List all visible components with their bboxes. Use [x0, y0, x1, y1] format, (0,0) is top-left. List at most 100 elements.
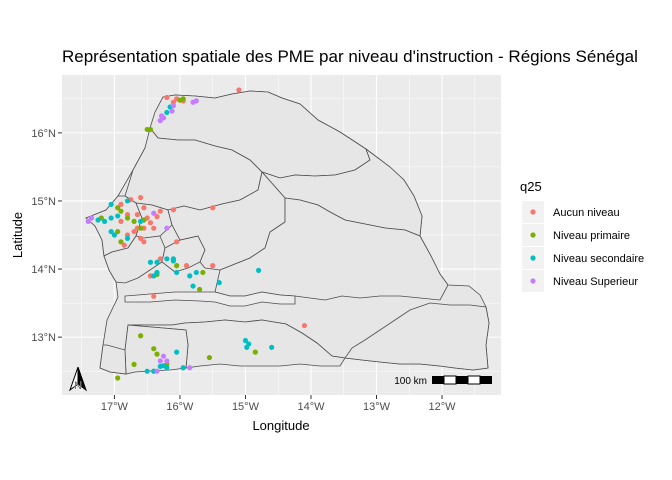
data-point: [147, 220, 154, 226]
north-arrow-icon: [68, 366, 88, 392]
data-point: [269, 344, 275, 350]
data-point: [164, 358, 170, 364]
legend-key-marker: [530, 255, 536, 261]
data-point: [118, 218, 124, 224]
legend-item-label: Niveau secondaire: [553, 253, 644, 265]
data-point: [147, 126, 154, 133]
data-point: [154, 259, 160, 265]
legend-item-label: Aucun niveau: [553, 207, 620, 219]
data-point: [164, 256, 170, 262]
data-point: [95, 217, 101, 223]
data-point: [131, 228, 137, 235]
data-point: [206, 354, 213, 361]
x-axis-ticks: 17°W 16°W 15°W 14°W 13°W 12°W: [101, 395, 456, 413]
legend-key-marker: [530, 232, 536, 238]
data-point: [177, 97, 183, 103]
data-point: [138, 225, 144, 231]
data-point: [170, 207, 176, 213]
data-point: [210, 263, 216, 269]
data-point: [244, 344, 250, 350]
data-point: [124, 215, 131, 221]
data-point: [170, 258, 176, 264]
data-point: [118, 239, 124, 245]
data-point: [111, 232, 118, 238]
data-point: [151, 225, 157, 231]
data-point: [154, 351, 160, 357]
plot-title: Représentation spatiale des PME par nive…: [62, 47, 638, 66]
x-tick-label: 15°W: [232, 401, 260, 413]
data-point: [144, 368, 150, 374]
region-kedougou: [344, 302, 490, 371]
data-point: [183, 263, 190, 269]
x-tick-label: 12°W: [429, 401, 457, 413]
data-point: [138, 235, 144, 242]
data-point: [108, 201, 114, 207]
y-axis-title: Latitude: [10, 212, 25, 258]
data-point: [154, 269, 160, 276]
data-point: [138, 218, 144, 224]
data-point: [236, 87, 242, 93]
data-point: [108, 228, 114, 235]
legend-key-marker: [530, 278, 536, 284]
y-tick-label: 16°N: [31, 128, 56, 140]
data-point: [88, 215, 95, 221]
data-point: [134, 211, 140, 218]
data-point: [174, 269, 180, 276]
data-point: [196, 286, 203, 293]
data-point: [151, 210, 157, 216]
data-point: [101, 218, 108, 224]
data-point: [174, 349, 180, 355]
data-point: [131, 218, 137, 224]
y-tick-label: 13°N: [31, 332, 56, 344]
data-point: [170, 103, 176, 109]
data-point: [187, 365, 193, 371]
data-points: [85, 87, 308, 381]
x-tick-label: 16°W: [166, 401, 194, 413]
data-point: [151, 273, 157, 279]
data-point: [160, 353, 167, 359]
data-point: [151, 346, 157, 352]
data-point: [115, 228, 121, 235]
data-point: [169, 108, 175, 114]
data-point: [147, 259, 154, 265]
scale-bar: [432, 375, 492, 385]
x-tick-label: 14°W: [297, 401, 325, 413]
data-point: [141, 205, 147, 211]
data-point: [301, 322, 308, 329]
data-point: [164, 225, 170, 231]
gambia-enclave: [124, 291, 296, 307]
data-point: [121, 242, 127, 248]
data-point: [210, 205, 216, 211]
data-point: [118, 201, 124, 207]
data-point: [164, 94, 170, 101]
data-point: [115, 375, 121, 381]
y-axis-ticks: 13°N 14°N 15°N 16°N: [31, 128, 62, 344]
data-point: [115, 213, 121, 219]
legend-item-label: Niveau Superieur: [553, 276, 638, 288]
data-point: [138, 333, 144, 339]
data-point: [108, 215, 114, 221]
legend-item-label: Niveau primaire: [553, 230, 630, 242]
y-tick-label: 15°N: [31, 196, 56, 208]
data-point: [242, 337, 249, 344]
north-arrow-label: N: [74, 380, 82, 392]
data-point: [115, 205, 121, 211]
data-point: [124, 198, 131, 204]
legend: Aucun niveau Niveau primaire Niveau second…: [522, 201, 644, 292]
data-point: [154, 214, 160, 220]
x-axis-title: Longitude: [252, 418, 309, 433]
data-point: [180, 365, 186, 371]
data-point: [255, 267, 262, 274]
data-point: [157, 208, 163, 214]
data-point: [157, 358, 163, 364]
x-tick-label: 13°W: [363, 401, 391, 413]
data-point: [138, 194, 144, 201]
data-point: [200, 269, 206, 276]
scale-bar-label: 100 km: [394, 376, 427, 387]
data-point: [252, 349, 258, 355]
data-point: [157, 256, 163, 262]
data-point: [131, 361, 137, 367]
legend-title: q25: [520, 179, 542, 194]
data-point: [157, 363, 163, 370]
